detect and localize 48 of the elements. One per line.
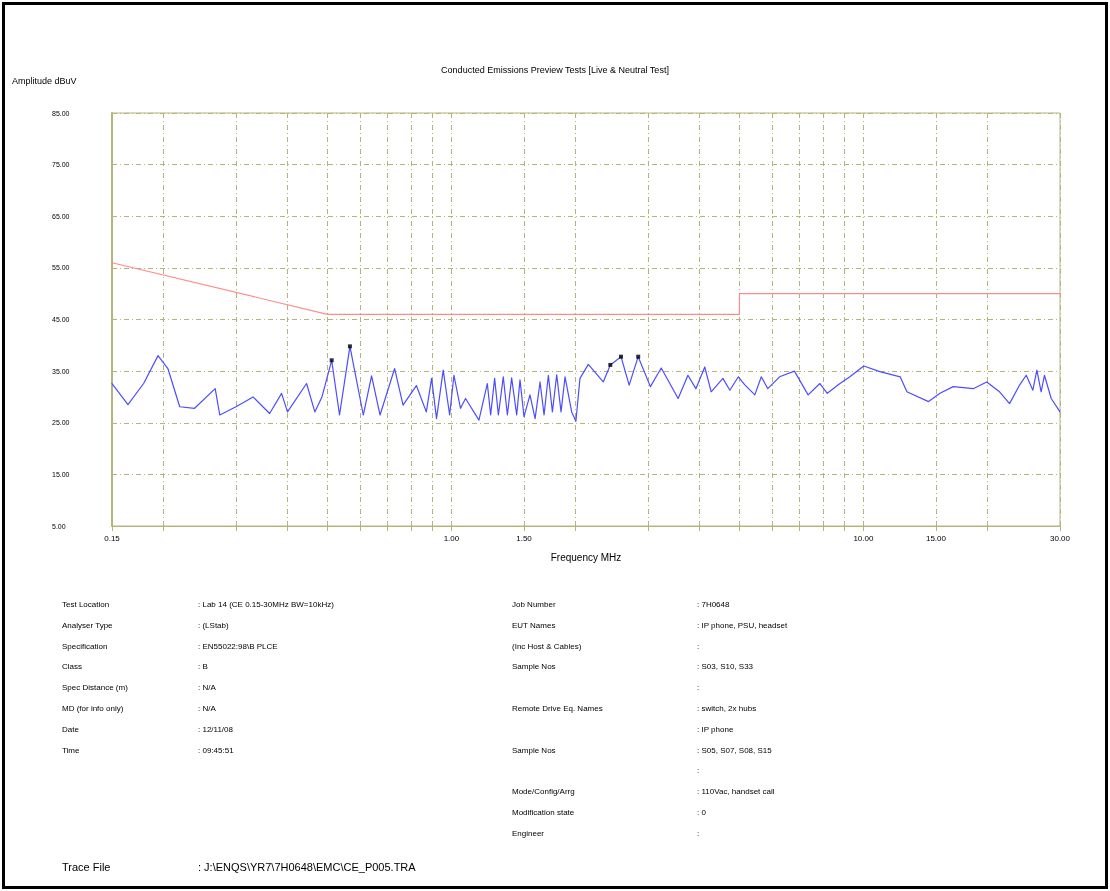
- text: Test Location: [62, 600, 110, 609]
- text: :: [697, 683, 700, 693]
- text: Date: [62, 724, 79, 734]
- text: :: [697, 828, 700, 838]
- text: : IP phone: [697, 724, 734, 734]
- text: : EN55022:98\B PLCE: [198, 641, 278, 651]
- text: : S03, S10, S33: [697, 662, 754, 672]
- text: Spec Distance (m): [62, 683, 128, 693]
- text: Job Number: [512, 600, 556, 609]
- text: : Lab 14 (CE 0.15-30MHz BW=10kHz): [198, 600, 334, 609]
- text: :: [697, 766, 700, 776]
- text: (Inc Host & Cables): [512, 641, 582, 651]
- text: Sample Nos: [512, 745, 556, 755]
- text: Remote Drive Eq. Names: [512, 704, 603, 713]
- text: :: [697, 641, 700, 651]
- text: : N/A: [198, 704, 216, 713]
- text: Class: [62, 662, 83, 672]
- text: : B: [198, 662, 208, 672]
- text: Modification state: [512, 808, 575, 817]
- text: Mode/Config/Arrg: [512, 787, 575, 797]
- text: : S05, S07, S08, S15: [697, 745, 772, 755]
- chart-title: Conducted Emissions Preview Tests [Live & Neutral Test]: [441, 64, 669, 75]
- text: : 09:45:51: [198, 745, 234, 755]
- text: : N/A: [198, 683, 216, 693]
- text: Sample Nos: [512, 662, 556, 672]
- text: : J:\ENQS\YR7\7H0648\EMC\CE_P005.TRA: [198, 861, 416, 873]
- text: MD (for info only): [62, 704, 124, 713]
- x-tick-label: 0.15: [104, 533, 121, 543]
- text: : switch, 2x hubs: [697, 704, 757, 713]
- text: EUT Names: [512, 620, 556, 630]
- x-tick-label: 10.00: [853, 533, 874, 543]
- text: : 12/11/08: [198, 724, 233, 734]
- x-tick-label: 30.00: [1049, 533, 1071, 543]
- text: : IP phone, PSU, headset: [697, 620, 788, 630]
- text: Specification: [62, 641, 108, 651]
- text: Trace File: [62, 861, 111, 873]
- text: : 0: [697, 808, 706, 817]
- text: Time: [62, 745, 80, 755]
- x-axis-title: Frequency MHz: [550, 551, 622, 563]
- text: Analyser Type: [62, 620, 113, 630]
- x-tick-label: 1.50: [516, 533, 533, 543]
- text: : 7H0648: [697, 600, 730, 609]
- text: : 110Vac, handset call: [697, 787, 775, 797]
- text: Engineer: [512, 828, 545, 838]
- text: : (LStab): [198, 620, 229, 630]
- x-tick-label: 15.00: [925, 533, 947, 543]
- y-axis-title: Amplitude dBuV: [12, 75, 77, 86]
- x-tick-label: 1.00: [443, 533, 460, 543]
